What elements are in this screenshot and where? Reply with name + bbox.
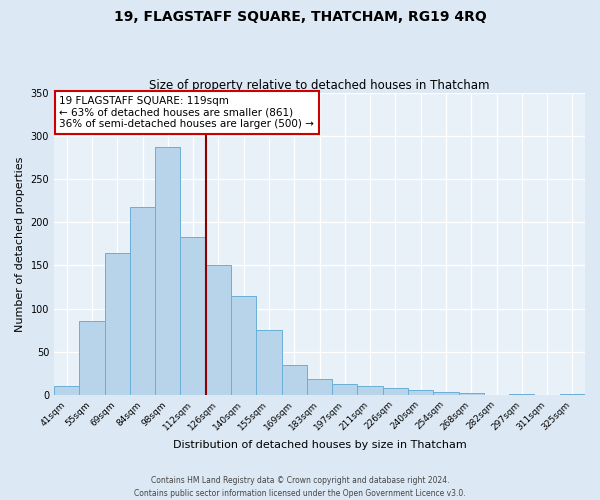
Bar xyxy=(332,384,358,394)
X-axis label: Distribution of detached houses by size in Thatcham: Distribution of detached houses by size … xyxy=(173,440,466,450)
Bar xyxy=(155,148,181,394)
Bar xyxy=(408,390,433,394)
Bar xyxy=(383,388,408,394)
Bar xyxy=(231,296,256,394)
Bar xyxy=(54,386,79,394)
Bar xyxy=(458,393,484,394)
Bar xyxy=(206,266,231,394)
Bar xyxy=(79,322,104,394)
Title: Size of property relative to detached houses in Thatcham: Size of property relative to detached ho… xyxy=(149,79,490,92)
Bar xyxy=(104,252,130,394)
Bar xyxy=(307,379,332,394)
Bar xyxy=(433,392,458,394)
Bar xyxy=(181,237,206,394)
Text: 19 FLAGSTAFF SQUARE: 119sqm
← 63% of detached houses are smaller (861)
36% of se: 19 FLAGSTAFF SQUARE: 119sqm ← 63% of det… xyxy=(59,96,314,130)
Bar xyxy=(256,330,281,394)
Text: 19, FLAGSTAFF SQUARE, THATCHAM, RG19 4RQ: 19, FLAGSTAFF SQUARE, THATCHAM, RG19 4RQ xyxy=(113,10,487,24)
Bar xyxy=(281,364,307,394)
Bar xyxy=(358,386,383,394)
Y-axis label: Number of detached properties: Number of detached properties xyxy=(15,156,25,332)
Bar xyxy=(130,207,155,394)
Text: Contains HM Land Registry data © Crown copyright and database right 2024.
Contai: Contains HM Land Registry data © Crown c… xyxy=(134,476,466,498)
